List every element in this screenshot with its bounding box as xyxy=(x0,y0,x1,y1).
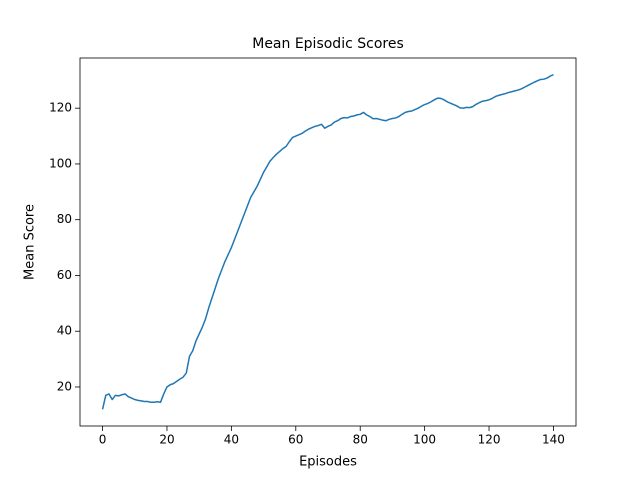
x-axis-label: Episodes xyxy=(299,455,357,470)
x-tick-label: 40 xyxy=(224,433,239,447)
x-tick-label: 20 xyxy=(159,433,174,447)
x-tick-label: 0 xyxy=(99,433,107,447)
y-axis-label: Mean Score xyxy=(23,204,38,280)
x-tick-label: 100 xyxy=(413,433,436,447)
x-tick-label: 60 xyxy=(288,433,303,447)
y-tick-label: 100 xyxy=(49,156,72,170)
y-tick-label: 80 xyxy=(57,212,72,226)
y-tick-label: 120 xyxy=(49,101,72,115)
x-tick-label: 120 xyxy=(478,433,501,447)
data-line xyxy=(101,74,554,410)
y-tick-label: 60 xyxy=(57,268,72,282)
x-tick-label: 140 xyxy=(542,433,565,447)
plot-frame xyxy=(79,57,577,427)
x-tick-label: 80 xyxy=(353,433,368,447)
y-tick-label: 20 xyxy=(57,379,72,393)
chart-title: Mean Episodic Scores xyxy=(252,36,404,52)
y-tick-label: 40 xyxy=(57,324,72,338)
